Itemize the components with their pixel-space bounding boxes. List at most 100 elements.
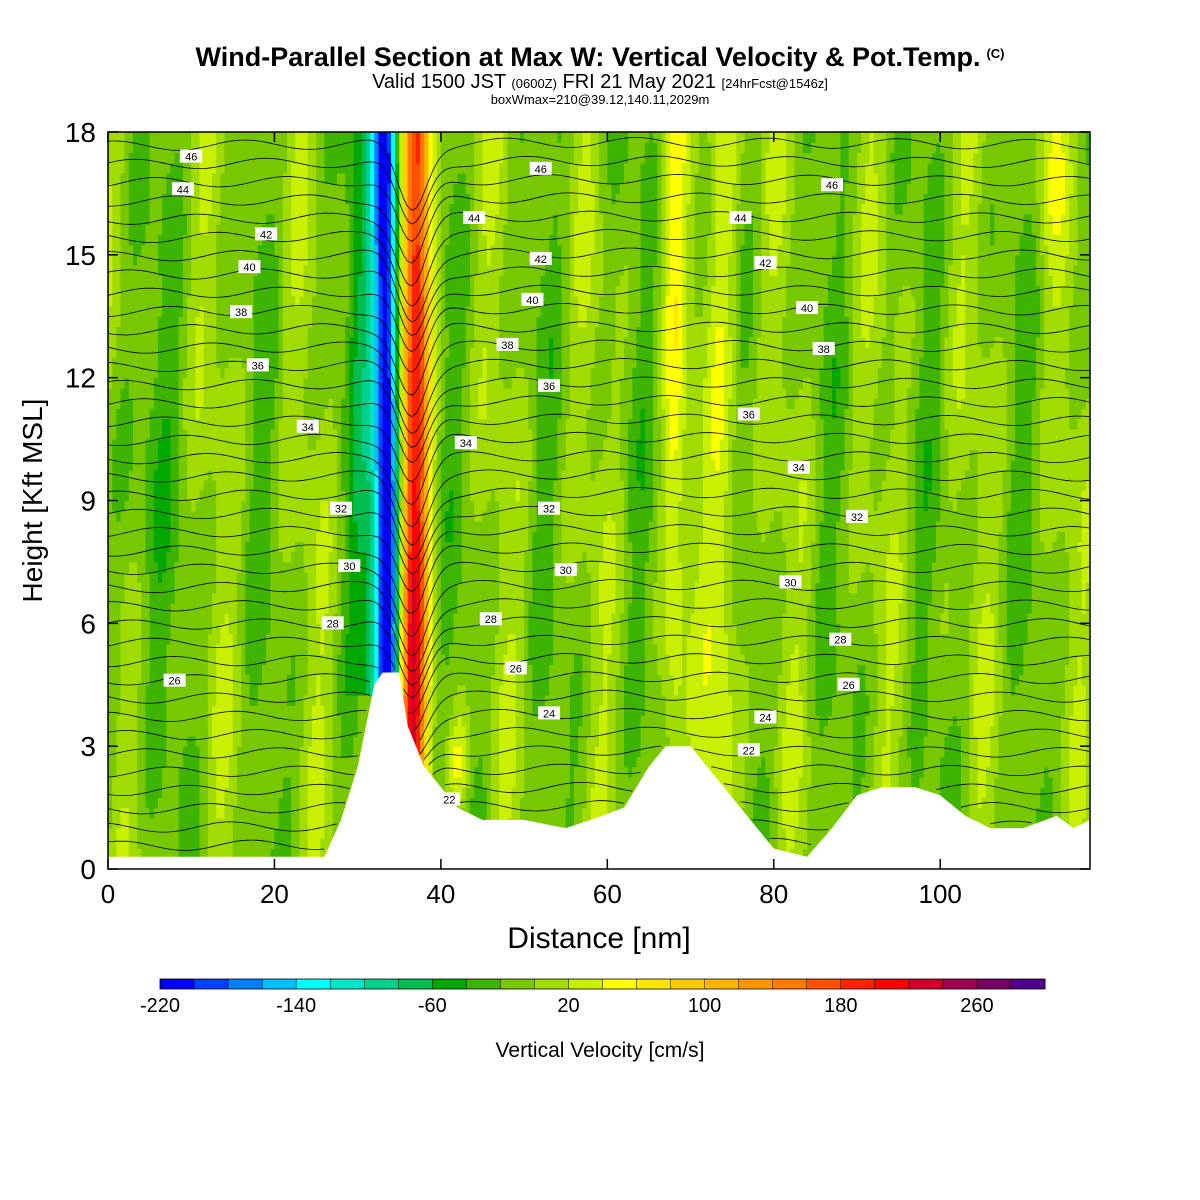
velocity-cell (969, 735, 975, 747)
velocity-cell (952, 766, 958, 778)
velocity-cell (1031, 684, 1037, 696)
velocity-cell (594, 746, 600, 758)
velocity-cell (569, 776, 575, 788)
velocity-cell (798, 828, 804, 839)
velocity-cell (719, 684, 725, 696)
velocity-cell (549, 766, 554, 778)
velocity-cell (307, 797, 313, 809)
velocity-cell (145, 725, 151, 737)
velocity-cell (440, 766, 446, 778)
velocity-cell (561, 735, 567, 747)
velocity-cell (777, 817, 783, 829)
velocity-cell (902, 684, 908, 696)
velocity-cell (657, 735, 663, 747)
velocity-cell (549, 664, 554, 676)
velocity-cell (940, 787, 945, 798)
velocity-cell (761, 674, 767, 686)
velocity-cell (274, 787, 280, 798)
velocity-cell (153, 848, 159, 860)
velocity-cell (723, 674, 729, 686)
velocity-cell (228, 695, 234, 706)
velocity-cell (565, 654, 571, 665)
velocity-cell (232, 787, 238, 798)
velocity-cell (923, 766, 929, 778)
velocity-cell (341, 715, 346, 727)
velocity-cell (465, 776, 471, 788)
velocity-cell (232, 715, 238, 727)
velocity-cell (316, 766, 321, 778)
velocity-cell (478, 654, 484, 665)
velocity-cell (191, 654, 196, 665)
velocity-cell (128, 838, 134, 850)
velocity-cell (482, 807, 488, 819)
velocity-cell (170, 654, 176, 665)
velocity-cell (182, 746, 188, 758)
velocity-cell (120, 725, 126, 737)
velocity-cell (769, 746, 775, 758)
velocity-cell (990, 746, 995, 758)
velocity-cell (886, 776, 891, 788)
velocity-cell (586, 756, 592, 768)
velocity-cell (765, 695, 771, 706)
velocity-cell (640, 715, 646, 727)
velocity-cell (403, 664, 409, 676)
velocity-cell (698, 725, 704, 737)
velocity-cell (232, 725, 238, 737)
velocity-cell (511, 776, 517, 788)
velocity-cell (120, 817, 126, 829)
velocity-cell (432, 766, 438, 778)
velocity-cell (827, 735, 833, 747)
velocity-cell (832, 684, 837, 696)
velocity-cell (840, 746, 846, 758)
velocity-cell (540, 817, 546, 829)
velocity-cell (199, 807, 205, 819)
velocity-cell (274, 817, 280, 829)
velocity-cell (765, 797, 771, 809)
velocity-cell (865, 776, 871, 788)
velocity-cell (782, 705, 787, 717)
velocity-cell (827, 776, 833, 788)
velocity-cell (773, 695, 779, 706)
velocity-cell (112, 756, 117, 768)
velocity-cell (961, 684, 966, 696)
velocity-cell (948, 715, 954, 727)
velocity-cell (673, 674, 679, 686)
velocity-cell (486, 664, 492, 676)
velocity-cell (869, 705, 875, 717)
velocity-cell (628, 705, 633, 717)
velocity-cell (682, 654, 687, 665)
velocity-cell (628, 684, 633, 696)
velocity-cell (399, 654, 405, 665)
velocity-cell (266, 664, 271, 676)
velocity-cell (811, 684, 816, 696)
velocity-cell (178, 746, 184, 758)
velocity-cell (628, 766, 633, 778)
velocity-cell (499, 684, 504, 696)
velocity-cell (786, 838, 791, 850)
velocity-cell (499, 695, 504, 706)
velocity-cell (832, 695, 837, 706)
velocity-cell (807, 848, 812, 860)
velocity-cell (632, 746, 638, 758)
velocity-cell (561, 817, 567, 829)
velocity-cell (611, 715, 617, 727)
velocity-cell (898, 664, 904, 676)
velocity-cell (295, 715, 300, 727)
velocity-cell (170, 787, 176, 798)
velocity-cell (624, 735, 629, 747)
velocity-cell (902, 715, 908, 727)
velocity-cell (153, 705, 159, 717)
velocity-cell (415, 715, 421, 727)
velocity-cell (212, 654, 217, 665)
velocity-cell (224, 725, 230, 737)
velocity-cell (794, 776, 800, 788)
velocity-cell (203, 735, 209, 747)
velocity-cell (1027, 797, 1033, 809)
velocity-cell (166, 684, 172, 696)
velocity-cell (619, 787, 625, 798)
velocity-cell (719, 695, 725, 706)
velocity-cell (303, 695, 309, 706)
velocity-cell (328, 684, 334, 696)
velocity-cell (582, 674, 588, 686)
velocity-cell (332, 735, 338, 747)
